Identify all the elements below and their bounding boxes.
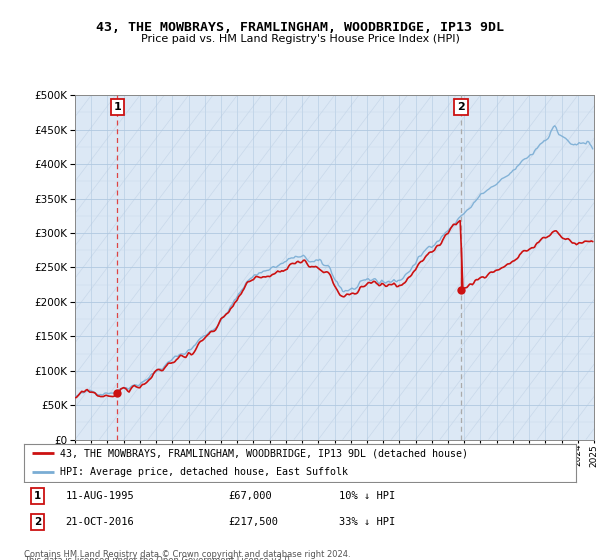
Text: 1: 1 — [34, 491, 41, 501]
Text: Contains HM Land Registry data © Crown copyright and database right 2024.: Contains HM Land Registry data © Crown c… — [24, 550, 350, 559]
Text: £217,500: £217,500 — [228, 517, 278, 527]
Text: This data is licensed under the Open Government Licence v3.0.: This data is licensed under the Open Gov… — [24, 556, 292, 560]
Text: HPI: Average price, detached house, East Suffolk: HPI: Average price, detached house, East… — [60, 466, 348, 477]
Text: 21-OCT-2016: 21-OCT-2016 — [65, 517, 134, 527]
Text: 11-AUG-1995: 11-AUG-1995 — [65, 491, 134, 501]
Text: 2: 2 — [457, 102, 465, 112]
Text: 43, THE MOWBRAYS, FRAMLINGHAM, WOODBRIDGE, IP13 9DL (detached house): 43, THE MOWBRAYS, FRAMLINGHAM, WOODBRIDG… — [60, 449, 468, 459]
Text: 10% ↓ HPI: 10% ↓ HPI — [338, 491, 395, 501]
Text: 1: 1 — [113, 102, 121, 112]
Text: Price paid vs. HM Land Registry's House Price Index (HPI): Price paid vs. HM Land Registry's House … — [140, 34, 460, 44]
Text: 43, THE MOWBRAYS, FRAMLINGHAM, WOODBRIDGE, IP13 9DL: 43, THE MOWBRAYS, FRAMLINGHAM, WOODBRIDG… — [96, 21, 504, 34]
Text: 33% ↓ HPI: 33% ↓ HPI — [338, 517, 395, 527]
Text: £67,000: £67,000 — [228, 491, 272, 501]
Text: 2: 2 — [34, 517, 41, 527]
